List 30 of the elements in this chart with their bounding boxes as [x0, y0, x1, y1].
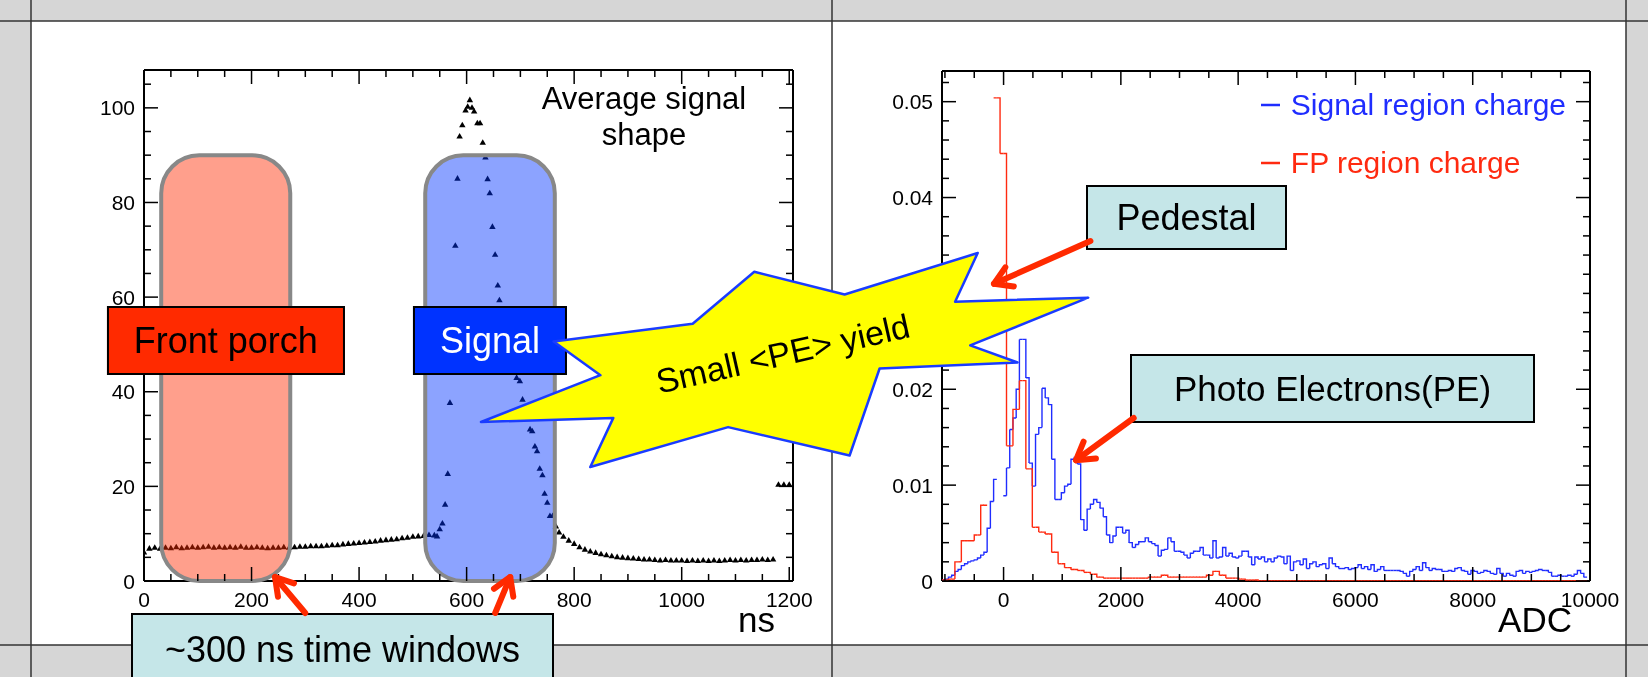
band-label: Front porch — [133, 319, 318, 362]
y-tick-label: 20 — [111, 474, 135, 498]
y-tick-label: 0.02 — [892, 377, 933, 401]
x-tick-label: 0 — [138, 588, 150, 611]
y-tick-label: 100 — [99, 96, 135, 120]
legend-label: FP region charge — [1290, 145, 1521, 181]
x-tick-label: 0 — [997, 588, 1010, 611]
annotation: Photo Electrons(PE) — [1173, 368, 1492, 409]
legend-label: Signal region charge — [1290, 87, 1566, 123]
x-tick-label: 2000 — [1097, 588, 1145, 611]
y-tick-label: 0.01 — [892, 473, 933, 497]
x-tick-label: 600 — [449, 588, 485, 611]
x-tick-label: 800 — [556, 588, 592, 611]
x-tick-label: 200 — [234, 588, 270, 611]
y-tick-label: 0 — [921, 569, 933, 593]
band-label: Signal — [439, 319, 541, 362]
annotation: Pedestal — [1116, 196, 1257, 239]
y-tick-label: 60 — [111, 285, 135, 309]
y-tick-label: 0.04 — [892, 186, 934, 210]
x-tick-label: 8000 — [1449, 588, 1497, 611]
y-tick-label: 80 — [111, 190, 135, 214]
text: ~300 ns time windows — [164, 629, 521, 671]
x-tick-label: 4000 — [1214, 588, 1262, 611]
text: Average signal shape — [541, 81, 747, 152]
y-tick-label: 40 — [111, 380, 135, 404]
x-tick-label: 6000 — [1332, 588, 1379, 611]
y-tick-label: 0.05 — [892, 90, 933, 114]
x-tick-label: 1000 — [658, 588, 706, 611]
y-tick-label: 0 — [123, 569, 135, 593]
x-tick-label: 400 — [341, 588, 377, 611]
